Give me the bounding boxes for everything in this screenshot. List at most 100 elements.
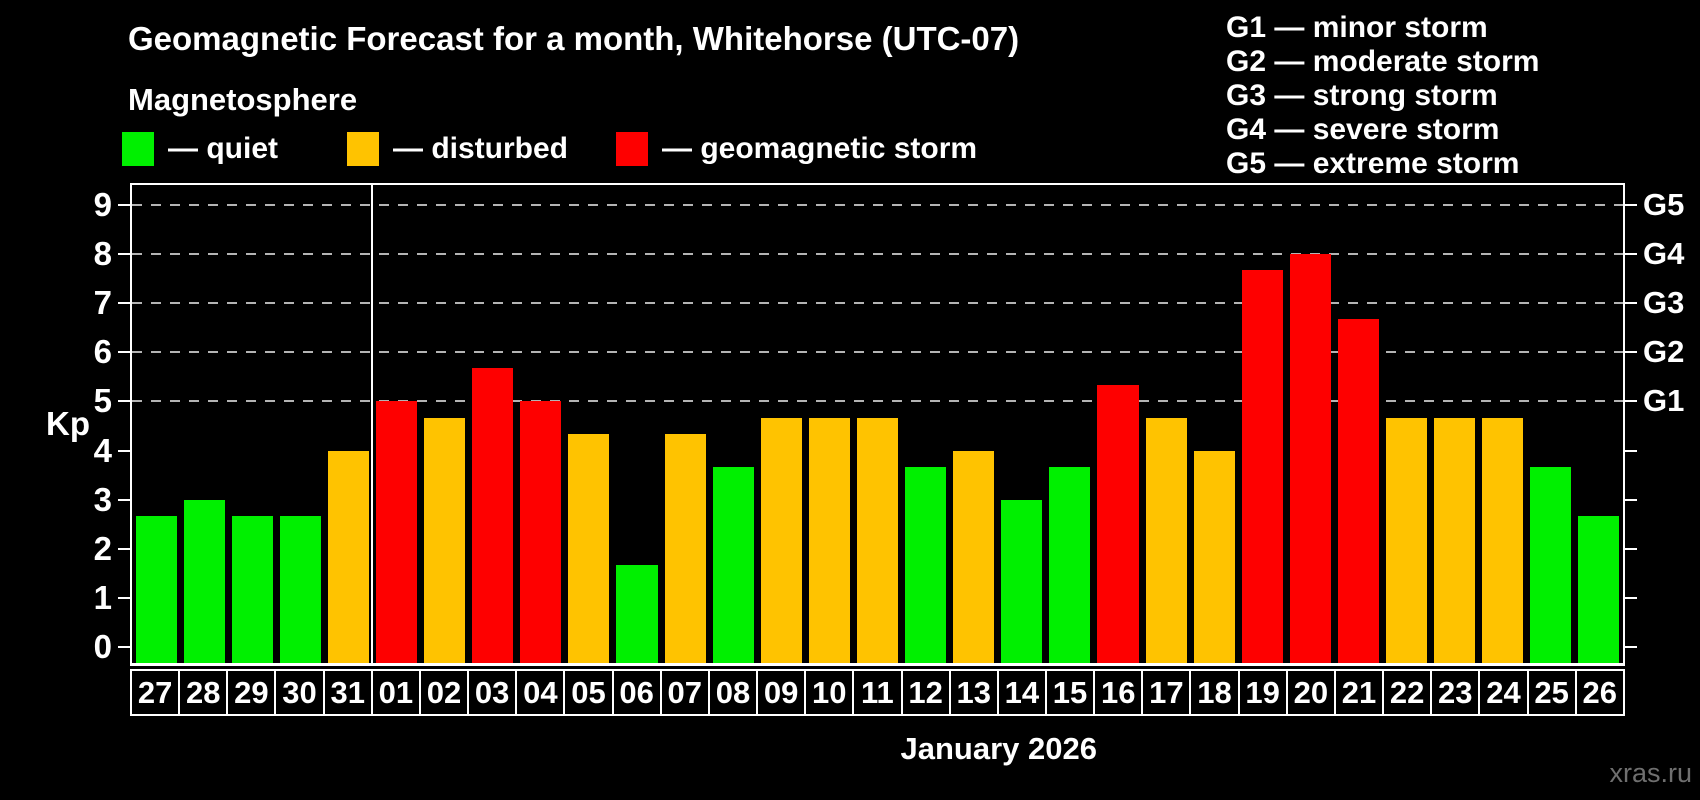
y-tick-1 xyxy=(118,597,130,600)
bar-day-14 xyxy=(1001,499,1043,663)
right-tick-2 xyxy=(1625,547,1637,550)
day-label-23: 23 xyxy=(1430,669,1481,716)
right-tick-6 xyxy=(1625,351,1637,354)
day-label-28: 28 xyxy=(178,669,229,716)
bar-day-23 xyxy=(1434,417,1476,663)
storm-swatch xyxy=(616,132,648,166)
day-label-16: 16 xyxy=(1093,669,1144,716)
g4-legend-line: G4 — severe storm xyxy=(1226,113,1500,146)
day-label-12: 12 xyxy=(900,669,951,716)
bar-day-08 xyxy=(712,466,754,663)
bar-day-27 xyxy=(135,515,177,663)
month-separator-line xyxy=(371,185,374,663)
right-tick-7 xyxy=(1625,302,1637,305)
day-label-18: 18 xyxy=(1189,669,1240,716)
disturbed-swatch xyxy=(347,132,379,166)
g-label-g1: G1 xyxy=(1643,383,1685,419)
day-label-02: 02 xyxy=(418,669,470,716)
day-label-05: 05 xyxy=(563,669,614,716)
day-label-17: 17 xyxy=(1141,669,1192,716)
chart-title: Geomagnetic Forecast for a month, Whiteh… xyxy=(128,20,1020,57)
day-label-19: 19 xyxy=(1237,669,1288,716)
storm-label: — geomagnetic storm xyxy=(662,132,978,165)
y-tick-5 xyxy=(118,400,130,403)
storm-scale-legend: G1 — minor storm G2 — moderate storm G3 — … xyxy=(1226,11,1539,181)
bar-day-29 xyxy=(231,515,273,663)
y-tick-label-7: 7 xyxy=(93,284,112,322)
y-tick-7 xyxy=(118,302,130,305)
bar-day-24 xyxy=(1482,417,1524,663)
day-label-26: 26 xyxy=(1574,669,1625,716)
day-label-13: 13 xyxy=(948,669,999,716)
watermark: xras.ru xyxy=(1609,758,1692,788)
day-label-30: 30 xyxy=(274,669,325,716)
y-tick-label-2: 2 xyxy=(93,529,112,567)
day-label-27: 27 xyxy=(130,669,181,716)
bar-day-17 xyxy=(1145,417,1187,663)
right-tick-3 xyxy=(1625,498,1637,501)
g2-legend-line: G2 — moderate storm xyxy=(1226,45,1540,78)
bar-day-20 xyxy=(1289,253,1331,663)
y-tick-2 xyxy=(118,547,130,550)
bar-day-30 xyxy=(279,515,321,663)
gridline-kp5 xyxy=(132,400,1623,403)
right-tick-0 xyxy=(1625,646,1637,649)
legend-item-storm: — geomagnetic storm xyxy=(616,130,977,168)
y-tick-0 xyxy=(118,646,130,649)
bar-day-01 xyxy=(375,401,418,663)
gridline-kp9 xyxy=(132,203,1623,206)
magnetosphere-label: Magnetosphere xyxy=(128,82,358,117)
g3-legend-line: G3 — strong storm xyxy=(1226,79,1498,112)
bar-day-12 xyxy=(905,466,947,663)
day-label-03: 03 xyxy=(467,669,518,716)
day-label-10: 10 xyxy=(804,669,855,716)
right-tick-8 xyxy=(1625,252,1637,255)
gridline-kp7 xyxy=(132,302,1623,305)
right-tick-1 xyxy=(1625,597,1637,600)
y-tick-3 xyxy=(118,498,130,501)
bar-day-19 xyxy=(1241,270,1283,663)
g1-legend-line: G1 — minor storm xyxy=(1226,11,1488,44)
y-tick-9 xyxy=(118,203,130,206)
bar-day-03 xyxy=(472,368,514,663)
bar-day-22 xyxy=(1386,417,1428,663)
bar-day-11 xyxy=(856,417,899,663)
y-tick-label-0: 0 xyxy=(93,628,112,666)
g-label-g4: G4 xyxy=(1643,235,1685,271)
bar-day-13 xyxy=(953,450,995,663)
bar-day-02 xyxy=(424,417,466,663)
gridline-kp6 xyxy=(132,351,1623,354)
g-label-g2: G2 xyxy=(1643,334,1685,370)
bar-day-06 xyxy=(616,565,658,663)
y-tick-label-1: 1 xyxy=(93,579,112,617)
bar-day-05 xyxy=(568,434,610,663)
day-label-21: 21 xyxy=(1333,669,1385,716)
g-label-g3: G3 xyxy=(1643,285,1685,321)
bar-day-18 xyxy=(1193,450,1235,663)
bar-day-26 xyxy=(1578,515,1620,663)
y-tick-label-5: 5 xyxy=(93,382,112,420)
day-label-29: 29 xyxy=(226,669,277,716)
day-label-24: 24 xyxy=(1478,669,1529,716)
plot-area xyxy=(130,183,1625,666)
bar-day-10 xyxy=(808,417,850,663)
legend-item-quiet: — quiet xyxy=(122,130,278,168)
quiet-label: — quiet xyxy=(168,132,278,165)
day-label-20: 20 xyxy=(1285,669,1336,716)
y-tick-label-9: 9 xyxy=(93,185,112,223)
quiet-swatch xyxy=(122,132,154,166)
month-label: January 2026 xyxy=(900,731,1097,766)
y-tick-label-8: 8 xyxy=(93,234,112,272)
g5-legend-line: G5 — extreme storm xyxy=(1226,147,1520,180)
bar-day-25 xyxy=(1530,466,1572,663)
disturbed-label: — disturbed xyxy=(393,132,569,165)
g-label-g5: G5 xyxy=(1643,186,1685,222)
bar-day-21 xyxy=(1337,319,1379,663)
bar-day-15 xyxy=(1049,466,1091,663)
day-label-22: 22 xyxy=(1382,669,1433,716)
y-tick-label-6: 6 xyxy=(93,333,112,371)
gridline-kp8 xyxy=(132,252,1623,255)
day-label-11: 11 xyxy=(852,669,903,716)
bar-day-04 xyxy=(520,401,562,663)
